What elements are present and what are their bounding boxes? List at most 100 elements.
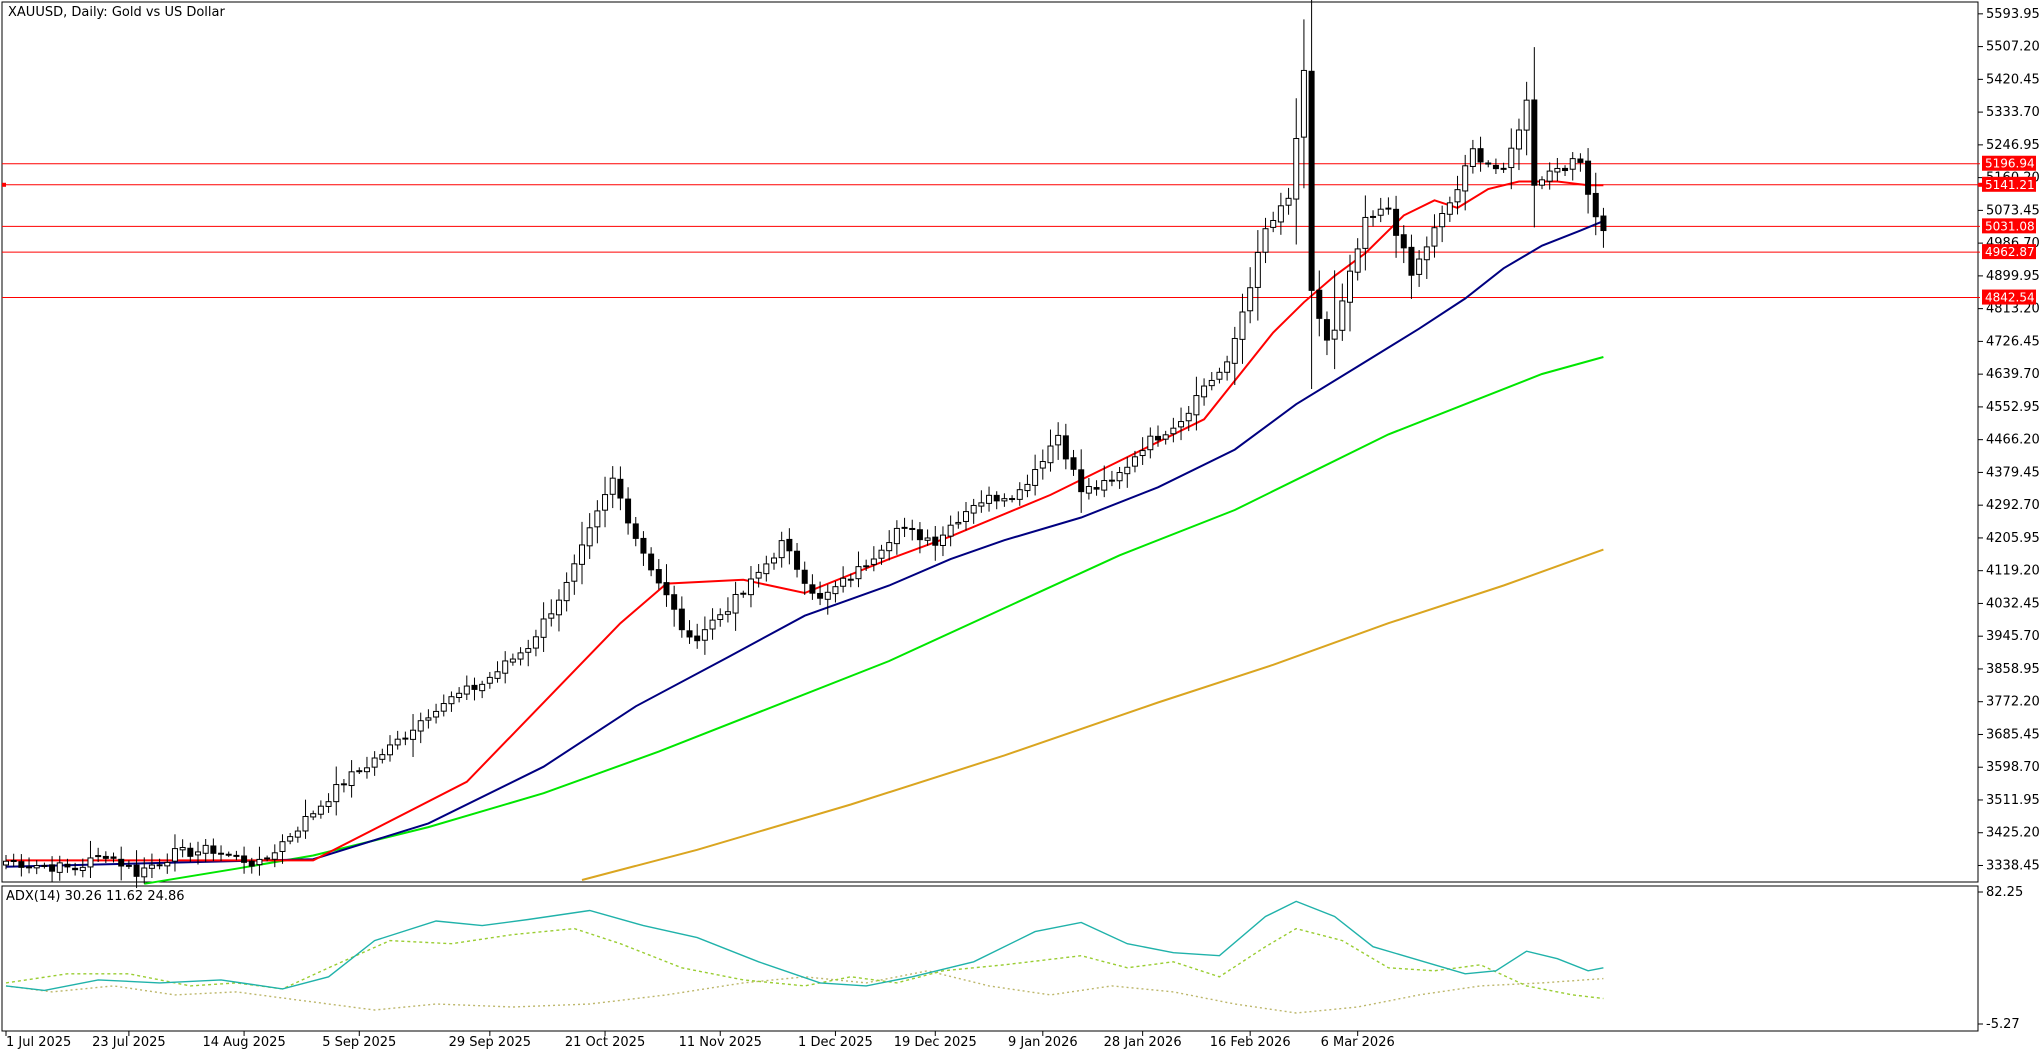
- candle-body: [663, 582, 670, 596]
- candle-body: [1408, 246, 1415, 276]
- time-tick-label: 16 Feb 2026: [1210, 1035, 1291, 1049]
- price-tick-label: 4899.95: [1986, 269, 2040, 284]
- candle-body: [579, 544, 585, 565]
- candle-body: [1062, 435, 1069, 460]
- candle-body: [79, 866, 86, 871]
- candle-body: [179, 846, 186, 851]
- time-axis[interactable]: 1 Jul 2025 23 Jul 2025 14 Aug 2025 5 Sep 20…: [5, 1031, 1395, 1049]
- candle-body: [340, 783, 347, 786]
- candle-body: [1124, 466, 1131, 475]
- adx-panel[interactable]: ADX(14) 30.26 11.62 24.86: [1, 885, 1979, 1032]
- candle-body: [532, 636, 539, 649]
- candle-body: [218, 852, 225, 855]
- candle-body: [417, 720, 424, 732]
- candle-body: [901, 526, 908, 529]
- candle-body: [586, 527, 593, 547]
- price-badge-label: 5196.94: [1985, 157, 2035, 171]
- candle-body: [1262, 228, 1269, 253]
- time-tick-label: 23 Jul 2025: [92, 1035, 166, 1049]
- price-badges: 5196.94 5141.21 5031.08 4962.87 4842.54: [1982, 155, 2036, 305]
- ma-fast-series: [6, 180, 1604, 862]
- price-badge: [1982, 244, 2036, 260]
- candle-body: [279, 841, 286, 852]
- candle-body: [410, 729, 417, 740]
- candle-body: [56, 862, 63, 873]
- candle-body: [118, 858, 125, 867]
- candle-body: [1093, 487, 1100, 490]
- indicator-label: ADX(14) 30.26 11.62 24.86: [6, 889, 185, 904]
- adx-axis: 82.25 -5.27: [1978, 885, 2023, 1032]
- candle-body: [302, 815, 309, 832]
- level-marker-left: [2, 182, 6, 187]
- candle-body: [425, 717, 432, 721]
- candle-body: [1224, 361, 1231, 373]
- adx-tick-label: -5.27: [1986, 1017, 2020, 1032]
- candle-body: [248, 860, 255, 867]
- price-tick-label: 4813.20: [1986, 302, 2040, 317]
- candle-body: [1531, 99, 1538, 186]
- candle-body: [1070, 457, 1077, 470]
- candle-body: [832, 586, 839, 595]
- candle-body: [433, 710, 440, 718]
- candle-body: [1247, 287, 1254, 312]
- candle-body: [502, 660, 509, 674]
- candle-body: [632, 523, 639, 539]
- candle-body: [471, 684, 478, 690]
- candle-body: [210, 845, 217, 854]
- time-tick-label: 29 Sep 2025: [449, 1035, 531, 1049]
- price-tick-label: 5507.20: [1986, 40, 2040, 55]
- candle-body: [294, 830, 301, 838]
- price-tick-label: 5246.95: [1986, 138, 2040, 153]
- candle-body: [287, 836, 294, 842]
- candle-body: [1500, 167, 1507, 170]
- price-tick-label: 4726.45: [1986, 334, 2040, 349]
- candle-body: [1400, 234, 1407, 249]
- candle-body: [655, 569, 662, 584]
- candle-body: [1239, 311, 1246, 340]
- price-badge: [1982, 176, 2036, 192]
- candle-body: [1178, 421, 1185, 428]
- candle-body: [939, 534, 946, 546]
- price-panel[interactable]: XAUUSD, Daily: Gold vs US Dollar: [1, 0, 1982, 889]
- candle-body: [763, 563, 770, 575]
- price-panel-frame: [1, 1, 1979, 883]
- price-tick-label: 4466.20: [1986, 433, 2040, 448]
- candle-body: [694, 635, 701, 642]
- candle-body: [264, 857, 271, 860]
- candle-body: [509, 658, 516, 663]
- time-tick-label: 19 Dec 2025: [894, 1035, 977, 1049]
- candle-body: [1446, 202, 1453, 215]
- candle-body: [517, 652, 524, 660]
- candle-body: [893, 527, 900, 545]
- candle-body: [1201, 385, 1208, 398]
- candle-body: [947, 524, 954, 537]
- time-tick-label: 9 Jan 2026: [1008, 1035, 1078, 1049]
- adx-lines: [5, 900, 1604, 1014]
- candle-body: [993, 494, 1000, 502]
- candle-body: [870, 558, 877, 565]
- candle-body: [771, 557, 777, 564]
- candle-body: [548, 613, 555, 619]
- candle-body: [686, 630, 693, 638]
- level-marker-right: [1978, 182, 1982, 187]
- candle-body: [594, 510, 601, 528]
- candle-body: [525, 648, 532, 653]
- ma-fast-line: [6, 180, 1604, 862]
- price-tick-label: 5420.45: [1986, 72, 2040, 87]
- candle-body: [225, 853, 232, 856]
- candle-body: [1554, 167, 1561, 173]
- candle-body: [909, 527, 916, 530]
- candle-body: [1370, 215, 1377, 218]
- candle-body: [824, 591, 831, 600]
- candle-body: [379, 754, 386, 760]
- candle-body: [10, 860, 17, 863]
- candle-body: [1208, 379, 1215, 387]
- candle-body: [955, 521, 962, 525]
- candle-body: [602, 494, 609, 511]
- candle-body: [786, 538, 793, 552]
- candle-body: [1277, 205, 1284, 223]
- candle-body: [571, 563, 578, 582]
- price-tick-label: 3511.95: [1986, 793, 2040, 808]
- candle-body: [1423, 246, 1430, 261]
